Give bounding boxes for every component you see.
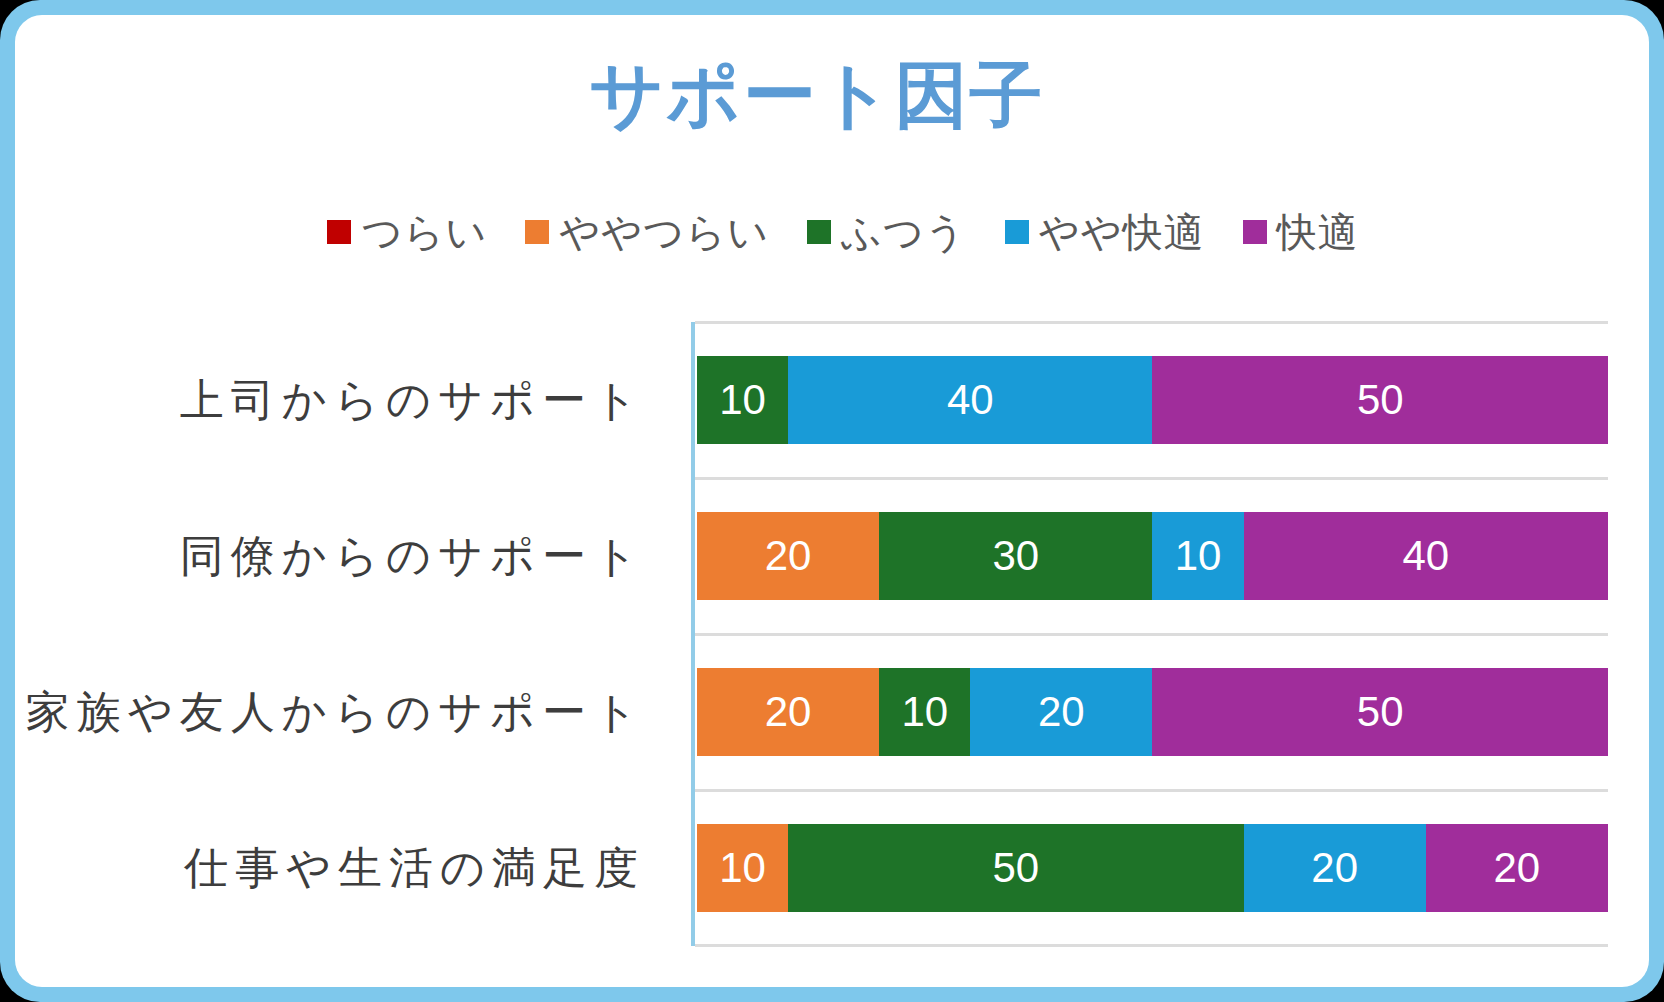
legend: つらいややつらいふつうやや快適快適 bbox=[22, 212, 1664, 252]
bar-value-label: 20 bbox=[1038, 688, 1085, 736]
bar-value-label: 10 bbox=[1175, 532, 1222, 580]
bar-value-label: 20 bbox=[765, 688, 812, 736]
legend-swatch-icon bbox=[1243, 220, 1267, 244]
bar-value-label: 20 bbox=[765, 532, 812, 580]
gridline bbox=[695, 477, 1608, 480]
bar-value-label: 10 bbox=[901, 688, 948, 736]
bar-segment: 20 bbox=[1244, 824, 1426, 912]
bar-segment: 10 bbox=[697, 356, 788, 444]
bar-row: 20 30 10 40 bbox=[697, 512, 1608, 600]
bar-segment: 50 bbox=[1152, 668, 1608, 756]
bar-value-label: 40 bbox=[1402, 532, 1449, 580]
gridline bbox=[695, 633, 1608, 636]
bar-value-label: 50 bbox=[992, 844, 1039, 892]
bar-segment: 50 bbox=[1152, 356, 1608, 444]
bar-segment: 20 bbox=[970, 668, 1152, 756]
category-axis-line bbox=[691, 322, 695, 946]
bar-segment: 10 bbox=[1152, 512, 1243, 600]
legend-label: やや快適 bbox=[1039, 205, 1205, 260]
bar-value-label: 20 bbox=[1494, 844, 1541, 892]
legend-item-4: 快適 bbox=[1243, 205, 1359, 260]
bar-segment: 50 bbox=[788, 824, 1244, 912]
bar-value-label: 20 bbox=[1311, 844, 1358, 892]
legend-swatch-icon bbox=[1005, 220, 1029, 244]
bar-value-label: 30 bbox=[992, 532, 1039, 580]
category-label: 仕事や生活の満足度 bbox=[184, 838, 645, 898]
legend-label: ややつらい bbox=[559, 205, 769, 260]
bar-value-label: 50 bbox=[1357, 376, 1404, 424]
bar-row: 10 40 50 bbox=[697, 356, 1608, 444]
bar-value-label: 10 bbox=[719, 844, 766, 892]
legend-item-3: やや快適 bbox=[1005, 205, 1205, 260]
category-label: 家族や友人からのサポート bbox=[26, 682, 645, 742]
gridline bbox=[695, 944, 1608, 947]
bar-segment: 40 bbox=[788, 356, 1152, 444]
bar-segment: 40 bbox=[1244, 512, 1608, 600]
bar-segment: 20 bbox=[697, 512, 879, 600]
legend-label: つらい bbox=[361, 205, 487, 260]
bar-row: 20 10 20 50 bbox=[697, 668, 1608, 756]
bar-segment: 10 bbox=[879, 668, 970, 756]
bar-segment: 30 bbox=[879, 512, 1152, 600]
chart-title: サポート因子 bbox=[0, 40, 1634, 150]
bar-segment: 10 bbox=[697, 824, 788, 912]
bar-value-label: 40 bbox=[947, 376, 994, 424]
gridline bbox=[695, 321, 1608, 324]
legend-swatch-icon bbox=[327, 220, 351, 244]
legend-item-0: つらい bbox=[327, 205, 487, 260]
bar-value-label: 10 bbox=[719, 376, 766, 424]
legend-label: ふつう bbox=[841, 205, 967, 260]
category-label: 同僚からのサポート bbox=[180, 526, 645, 586]
legend-item-2: ふつう bbox=[807, 205, 967, 260]
legend-label: 快適 bbox=[1277, 205, 1359, 260]
legend-swatch-icon bbox=[807, 220, 831, 244]
bar-value-label: 50 bbox=[1357, 688, 1404, 736]
bar-segment: 20 bbox=[697, 668, 879, 756]
bar-segment: 20 bbox=[1426, 824, 1608, 912]
gridline bbox=[695, 789, 1608, 792]
bar-row: 10 50 20 20 bbox=[697, 824, 1608, 912]
category-label: 上司からのサポート bbox=[180, 370, 645, 430]
legend-item-1: ややつらい bbox=[525, 205, 769, 260]
legend-swatch-icon bbox=[525, 220, 549, 244]
